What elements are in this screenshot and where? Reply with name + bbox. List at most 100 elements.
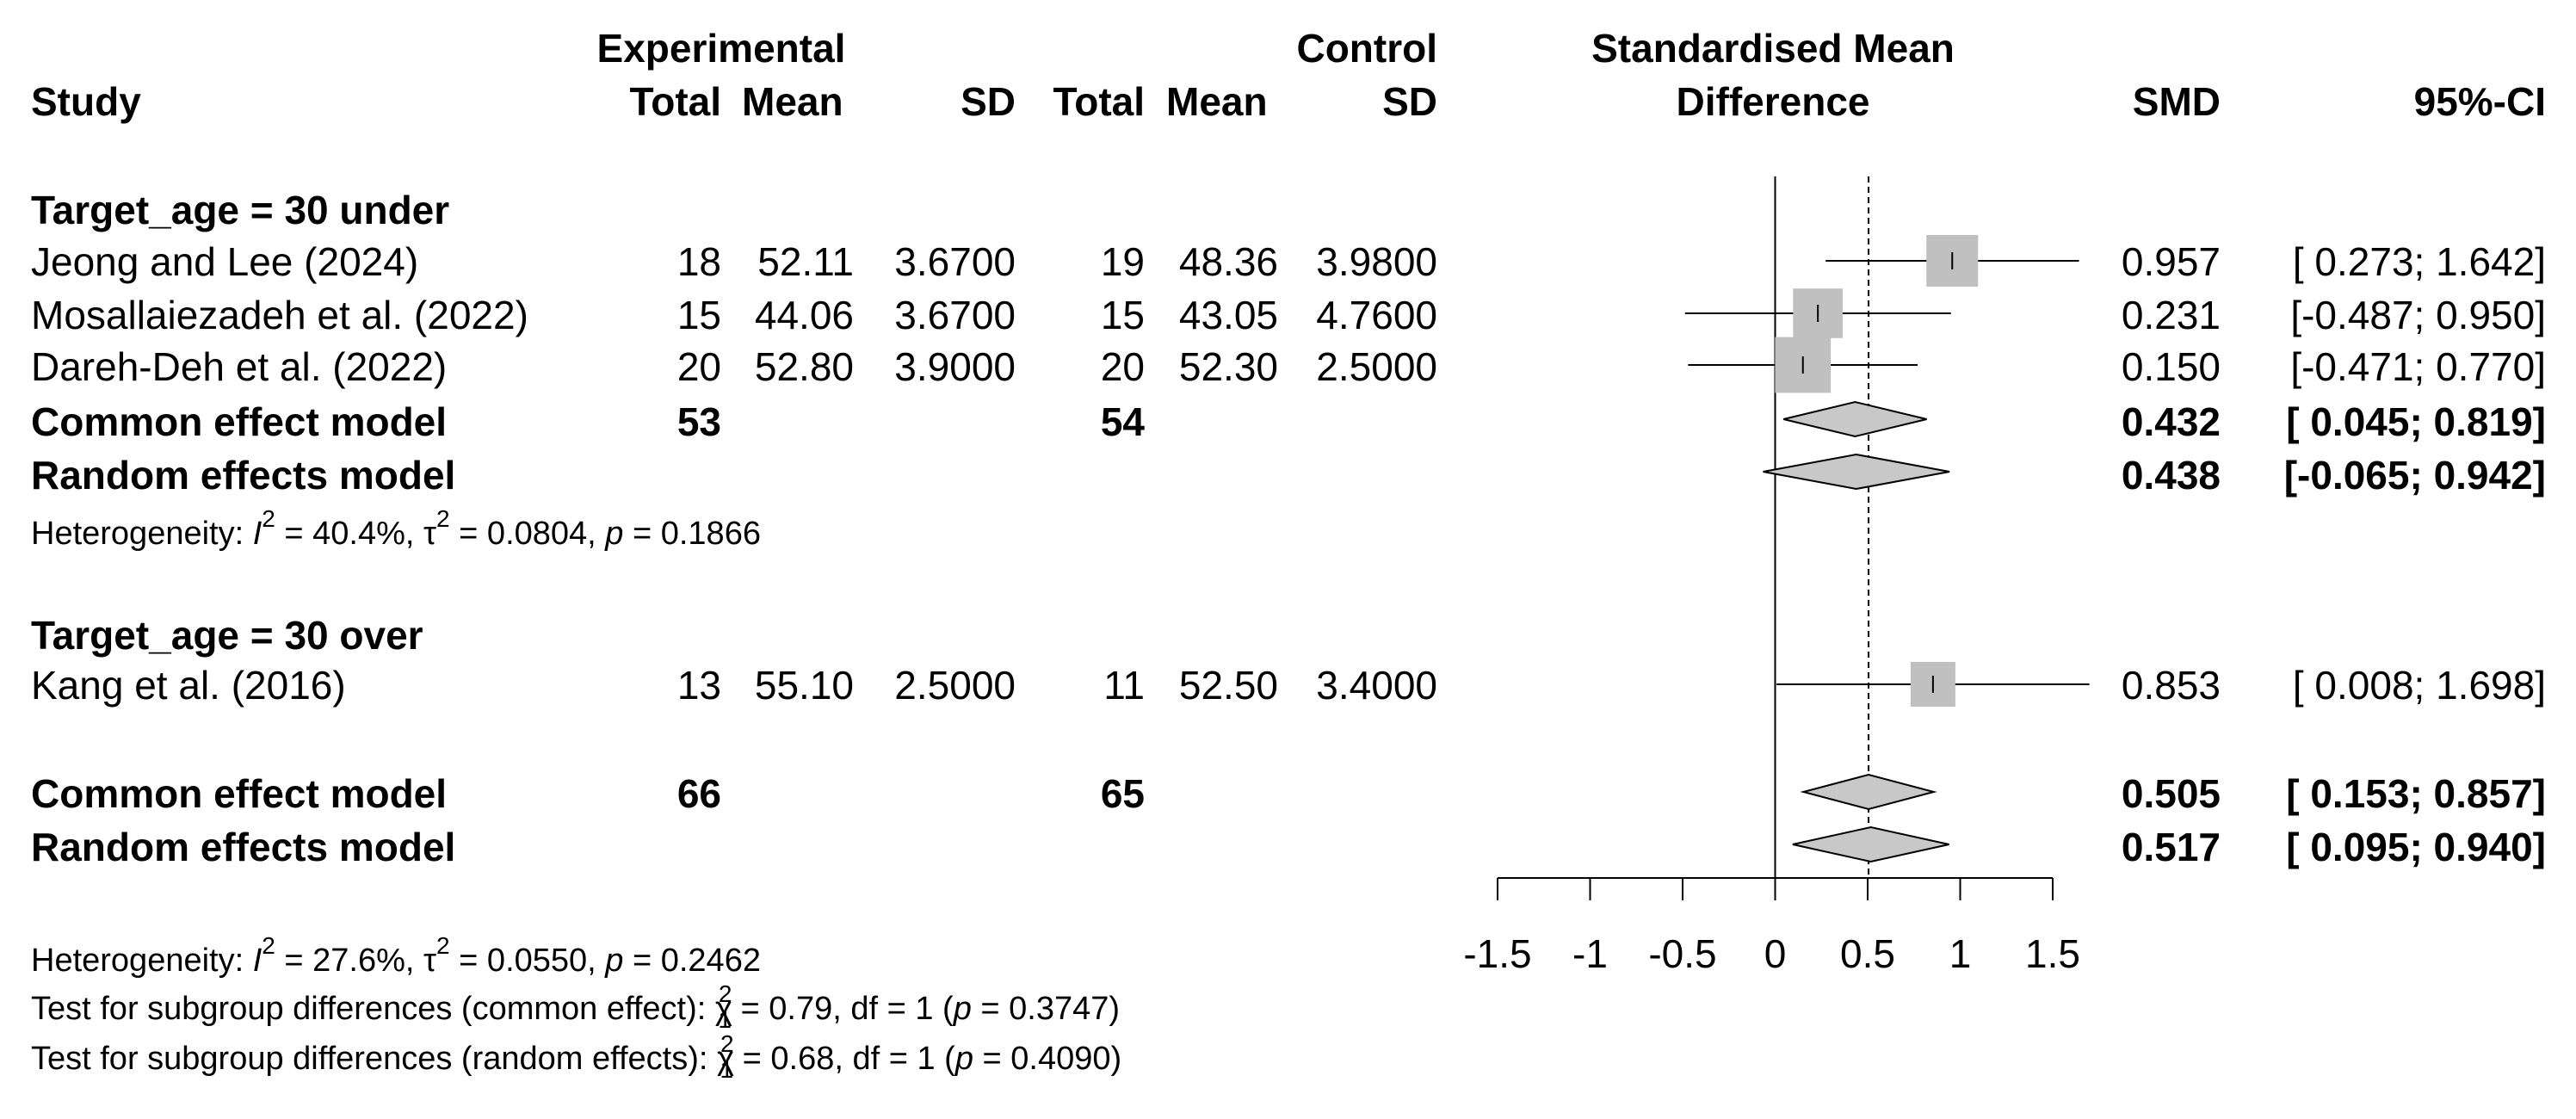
subscript-1: 1 xyxy=(720,1056,734,1083)
model-label: Common effect model xyxy=(31,771,447,816)
header-ctrl-mean: Mean xyxy=(1166,79,1268,124)
subgroup-label: Target_age = 30 under xyxy=(31,188,449,232)
study-row: Jeong and Lee (2024) 18 52.11 3.6700 19 … xyxy=(31,239,2546,284)
ctrl-total: 15 xyxy=(1101,293,1145,337)
ctrl-total: 20 xyxy=(1101,344,1145,389)
forest-graphics: -1.5 -1 -0.5 0 0.5 1 1.5 xyxy=(1463,176,2090,976)
study-name: Kang et al. (2016) xyxy=(31,663,346,708)
x-axis-tick-label: -1.5 xyxy=(1463,931,1531,976)
heterogeneity-overall: Heterogeneity: I2 = 27.6%, τ2 = 0.0550, … xyxy=(31,932,761,979)
ctrl-sd: 3.4000 xyxy=(1316,663,1437,708)
tau-symbol: τ xyxy=(423,943,436,979)
ctrl-mean: 52.30 xyxy=(1179,344,1278,389)
ci-value: [-0.487; 0.950] xyxy=(2290,293,2546,337)
tau2-value: = 0.0804, xyxy=(450,516,606,552)
overall-common-row: Common effect model 66 65 0.505 [ 0.153;… xyxy=(31,771,2546,816)
tau-symbol: τ xyxy=(423,516,436,552)
test-stat: = 0.68, df = 1 ( xyxy=(733,1041,955,1077)
p-symbol: p xyxy=(953,991,972,1027)
subgroup-random-row: Random effects model 0.438 [-0.065; 0.94… xyxy=(31,453,2546,498)
test-p-value: = 0.4090) xyxy=(973,1041,1121,1077)
header-smd-title-2: Difference xyxy=(1677,79,1870,124)
subgroup-test-common: Test for subgroup differences (common ef… xyxy=(31,980,1120,1033)
ci-value: [ 0.045; 0.819] xyxy=(2286,399,2546,444)
test-stat: = 0.79, df = 1 ( xyxy=(732,991,954,1027)
ctrl-total: 11 xyxy=(1103,663,1145,708)
ctrl-sd: 2.5000 xyxy=(1316,344,1437,389)
subscript-1: 1 xyxy=(718,1006,732,1033)
superscript-2: 2 xyxy=(436,932,450,959)
column-headers: Experimental Control Standardised Mean S… xyxy=(31,26,2546,124)
exp-total: 15 xyxy=(677,293,721,337)
heterogeneity-prefix: Heterogeneity: xyxy=(31,943,253,979)
exp-total: 66 xyxy=(677,771,721,816)
x-axis-tick-label: 0 xyxy=(1764,931,1787,976)
ctrl-mean: 48.36 xyxy=(1179,239,1278,284)
header-control: Control xyxy=(1296,26,1437,71)
superscript-2: 2 xyxy=(720,1030,734,1057)
chi-symbol: χ xyxy=(717,1041,734,1077)
exp-mean: 55.10 xyxy=(755,663,854,708)
model-label: Random effects model xyxy=(31,453,455,498)
test-prefix: Test for subgroup differences (random ef… xyxy=(31,1041,717,1077)
superscript-2: 2 xyxy=(436,505,450,532)
i-symbol: I xyxy=(253,516,263,552)
header-ctrl-sd: SD xyxy=(1382,79,1437,124)
superscript-2: 2 xyxy=(719,980,732,1007)
ctrl-mean: 52.50 xyxy=(1179,663,1278,708)
study-name: Jeong and Lee (2024) xyxy=(31,239,418,284)
p-symbol: p xyxy=(604,943,623,979)
heterogeneity-prefix: Heterogeneity: xyxy=(31,516,253,552)
smd-value: 0.853 xyxy=(2122,663,2221,708)
p-symbol: p xyxy=(954,1041,973,1077)
header-ci: 95%-CI xyxy=(2414,79,2546,124)
model-label: Common effect model xyxy=(31,399,447,444)
ctrl-sd: 4.7600 xyxy=(1316,293,1437,337)
heterogeneity-subgroup-1: Heterogeneity: I2 = 40.4%, τ2 = 0.0804, … xyxy=(31,505,761,552)
header-ctrl-total: Total xyxy=(1053,79,1145,124)
p-value: = 0.2462 xyxy=(623,943,761,979)
superscript-2: 2 xyxy=(262,932,275,959)
header-exp-sd: SD xyxy=(961,79,1016,124)
smd-value: 0.150 xyxy=(2122,344,2221,389)
exp-total: 18 xyxy=(677,239,721,284)
x-axis-tick-label: 1.5 xyxy=(2025,931,2080,976)
smd-value: 0.432 xyxy=(2122,399,2221,444)
ctrl-total: 65 xyxy=(1101,771,1145,816)
header-experimental: Experimental xyxy=(597,26,846,71)
superscript-2: 2 xyxy=(262,505,275,532)
exp-mean: 44.06 xyxy=(755,293,854,337)
ctrl-sd: 3.9800 xyxy=(1316,239,1437,284)
exp-total: 20 xyxy=(677,344,721,389)
study-name: Dareh-Deh et al. (2022) xyxy=(31,344,447,389)
overall-common-diamond xyxy=(1800,773,1937,811)
tau2-value: = 0.0550, xyxy=(450,943,606,979)
test-p-value: = 0.3747) xyxy=(972,991,1120,1027)
ci-value: [-0.065; 0.942] xyxy=(2284,453,2546,498)
exp-total: 13 xyxy=(677,663,721,708)
ci-value: [ 0.095; 0.940] xyxy=(2286,825,2546,869)
x-axis-tick-label: -1 xyxy=(1572,931,1608,976)
x-axis-tick-label: -0.5 xyxy=(1648,931,1716,976)
ctrl-total: 54 xyxy=(1101,399,1146,444)
model-label: Random effects model xyxy=(31,825,455,869)
exp-total: 53 xyxy=(677,399,721,444)
exp-sd: 3.6700 xyxy=(894,293,1016,337)
subgroup-random-diamond xyxy=(1763,453,1950,491)
i2-value: = 27.6%, xyxy=(275,943,423,979)
exp-sd: 2.5000 xyxy=(894,663,1016,708)
ctrl-total: 19 xyxy=(1101,239,1145,284)
ci-value: [ 0.273; 1.642] xyxy=(2293,239,2546,284)
test-prefix: Test for subgroup differences (common ef… xyxy=(31,991,715,1027)
x-axis-tick-label: 0.5 xyxy=(1840,931,1895,976)
smd-value: 0.231 xyxy=(2122,293,2221,337)
header-exp-total: Total xyxy=(630,79,721,124)
i-symbol: I xyxy=(253,943,263,979)
subgroup-common-diamond xyxy=(1782,400,1927,438)
subgroup-label: Target_age = 30 over xyxy=(31,613,423,658)
ctrl-mean: 43.05 xyxy=(1179,293,1278,337)
p-value: = 0.1866 xyxy=(623,516,761,552)
subgroup-common-row: Common effect model 53 54 0.432 [ 0.045;… xyxy=(31,399,2546,444)
study-name: Mosallaiezadeh et al. (2022) xyxy=(31,293,528,337)
